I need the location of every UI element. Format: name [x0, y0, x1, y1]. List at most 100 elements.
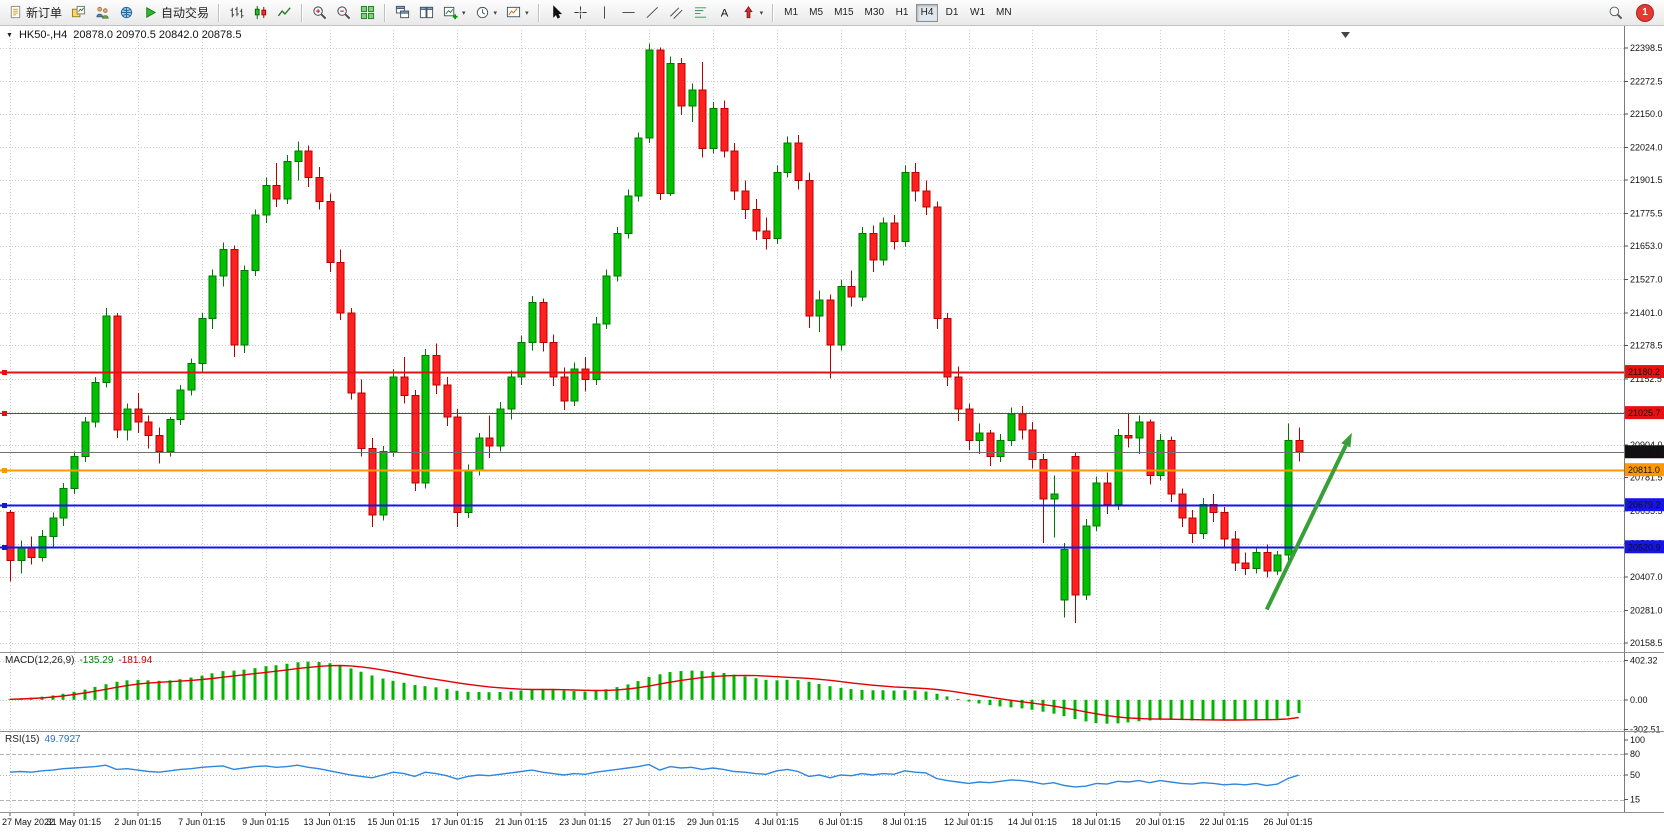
candle: [1082, 525, 1091, 596]
line-chart-button[interactable]: [273, 2, 296, 23]
profiles-button[interactable]: [91, 2, 114, 23]
price-axis-label: 20158.5: [1630, 638, 1663, 648]
zoom-in-button[interactable]: [308, 2, 331, 23]
market-watch-button[interactable]: [115, 2, 138, 23]
support-resistance-line[interactable]: [0, 411, 1624, 416]
search-button[interactable]: [1604, 2, 1627, 23]
candle: [826, 299, 835, 346]
timeframe-h4-button[interactable]: H4: [916, 3, 938, 22]
candle: [357, 392, 366, 450]
rsi-axis-label: 80: [1630, 749, 1640, 759]
macd-bar: [732, 674, 736, 700]
timeframe-h1-button[interactable]: H1: [891, 4, 913, 22]
timeframe-m30-button[interactable]: M30: [861, 4, 888, 22]
candle: [517, 341, 526, 378]
candle: [1199, 504, 1208, 535]
rsi-line: [9, 763, 1299, 788]
price-chart-canvas[interactable]: 22398.5 22272.5 22150.0 22024.0 21901.5 21775…: [0, 26, 1664, 840]
macd-bar: [391, 680, 395, 700]
line-handle: [2, 503, 7, 508]
support-resistance-line[interactable]: [0, 545, 1624, 550]
candle: [1231, 538, 1240, 564]
macd-bar: [956, 699, 960, 701]
arrange-cascade-button[interactable]: [391, 2, 414, 23]
panel-separator[interactable]: [0, 652, 1664, 653]
macd-bar: [200, 675, 204, 700]
tile-windows-button[interactable]: [356, 2, 379, 23]
macd-bar: [785, 679, 789, 700]
chart-area[interactable]: 22398.5 22272.5 22150.0 22024.0 21901.5 21775…: [0, 26, 1664, 840]
macd-bar: [434, 687, 438, 700]
zoom-out-button[interactable]: [332, 2, 355, 23]
horizontal-line-button[interactable]: [617, 2, 640, 23]
timeframe-mn-button[interactable]: MN: [992, 4, 1016, 22]
time-axis-label: 31 May 01:15: [47, 817, 102, 827]
macd-bar: [125, 680, 129, 700]
macd-bar: [572, 691, 576, 700]
toolbar-buttons: 新订单 自动交易 ▾ ▾ ▾ A ▾ M1 M5 M15 M30 H1 H4 D1 W1 MN: [4, 2, 1017, 23]
cursor-button[interactable]: [545, 2, 568, 23]
macd-bar: [328, 663, 332, 700]
time-axis-label: 18 Jul 01:15: [1072, 817, 1121, 827]
candle: [869, 232, 878, 261]
macd-bar: [477, 692, 481, 700]
channel-button[interactable]: [665, 2, 688, 23]
macd-bar: [998, 699, 1002, 707]
fibonacci-button[interactable]: [689, 2, 712, 23]
timeframe-d1-button[interactable]: D1: [941, 4, 963, 22]
arrange-tile-button[interactable]: [415, 2, 438, 23]
candle: [6, 511, 15, 561]
price-line-badge: 21180.2: [1628, 367, 1660, 377]
macd-bar: [1243, 699, 1247, 720]
bar-chart-button[interactable]: [225, 2, 248, 23]
macd-bar: [317, 662, 321, 700]
arrows-button[interactable]: ▾: [737, 2, 768, 23]
candle: [304, 150, 313, 179]
new-order-button[interactable]: 新订单: [4, 2, 66, 23]
macd-bar: [285, 663, 289, 700]
ohlc-values: 20878.0 20970.5 20842.0 20878.5: [73, 29, 242, 41]
macd-bar: [61, 693, 65, 700]
candle: [996, 440, 1005, 458]
new-chart-button[interactable]: ▾: [439, 2, 470, 23]
support-resistance-line[interactable]: [0, 503, 1624, 508]
macd-bar: [1041, 699, 1045, 712]
templates-button[interactable]: ▾: [502, 2, 533, 23]
candle: [27, 546, 36, 559]
crosshair-button[interactable]: [569, 2, 592, 23]
macd-bar: [1190, 699, 1194, 721]
candle: [837, 286, 846, 346]
support-resistance-line[interactable]: [0, 370, 1624, 375]
candle: [720, 108, 729, 152]
macd-bar: [445, 688, 449, 700]
timeframe-m5-button[interactable]: M5: [805, 4, 827, 22]
macd-bar: [1169, 699, 1173, 720]
notifications-badge[interactable]: 1: [1636, 3, 1654, 22]
timeframe-m15-button[interactable]: M15: [830, 4, 857, 22]
candle: [123, 408, 132, 431]
trend-arrow-object[interactable]: [1264, 432, 1352, 611]
candle: [134, 408, 143, 423]
text-button[interactable]: A: [713, 2, 736, 23]
macd-bar: [402, 682, 406, 700]
macd-bar: [690, 670, 694, 700]
candle: [975, 432, 984, 442]
candle: [1124, 434, 1133, 439]
macd-bar: [562, 690, 566, 700]
charts-button[interactable]: [67, 2, 90, 23]
timeframe-m1-button[interactable]: M1: [780, 4, 802, 22]
candle: [70, 456, 79, 490]
candle: [336, 262, 345, 314]
symbol-period-label: HK50-,H4: [18, 29, 68, 41]
price-axis-label: 21278.5: [1630, 340, 1663, 350]
chart-expand-icon[interactable]: ▼: [6, 31, 13, 39]
price-axis-label: 21775.5: [1630, 208, 1663, 218]
periods-button[interactable]: ▾: [471, 2, 502, 23]
candlesticks-button[interactable]: [249, 2, 272, 23]
panel-separator[interactable]: [0, 731, 1664, 732]
autotrading-button[interactable]: 自动交易: [139, 2, 213, 23]
trendline-button[interactable]: [641, 2, 664, 23]
support-resistance-line[interactable]: [0, 468, 1624, 473]
vertical-line-button[interactable]: [593, 2, 616, 23]
timeframe-w1-button[interactable]: W1: [966, 4, 989, 22]
